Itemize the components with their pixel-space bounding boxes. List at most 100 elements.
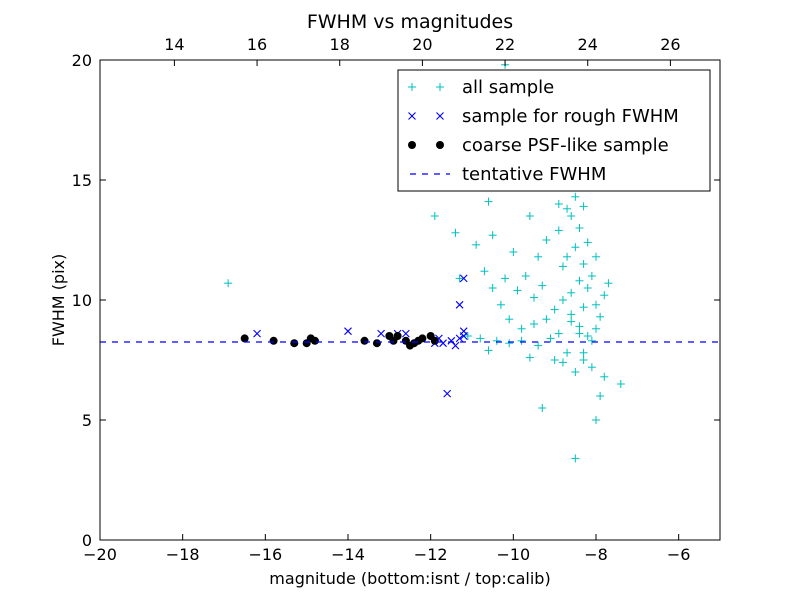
all-sample-point: [579, 348, 588, 357]
all-sample-point: [596, 392, 605, 400]
all-sample-point: [513, 286, 522, 295]
all-sample-point: [583, 332, 592, 340]
rough-fwhm-point: [253, 329, 261, 338]
all-sample-point: [575, 322, 584, 331]
legend-swatch: [436, 112, 444, 120]
legend-item: sample for rough FWHM: [408, 106, 679, 127]
all-sample-point: [575, 276, 584, 285]
all-sample-point: [563, 204, 572, 213]
all-sample-point: [600, 372, 609, 381]
x-tick-label: −14: [331, 545, 365, 564]
legend-label: sample for rough FWHM: [462, 106, 679, 127]
all-sample-point: [596, 312, 605, 321]
top-x-tick-label: 26: [660, 35, 680, 54]
psf-like-point: [269, 336, 278, 345]
all-sample-point: [484, 346, 493, 355]
all-sample-point: [492, 336, 501, 345]
all-sample-point: [538, 281, 547, 290]
rough-fwhm-point-b: [459, 274, 468, 283]
all-sample-point: [592, 324, 600, 333]
y-tick-label: 20: [72, 51, 92, 70]
legend-label: tentative FWHM: [462, 164, 606, 185]
legend-swatch: [408, 112, 416, 120]
legend-swatch: [436, 83, 444, 91]
y-tick-label: 10: [72, 291, 92, 310]
all-sample-point: [583, 284, 592, 292]
psf-like-point: [430, 336, 439, 345]
all-sample-point: [592, 252, 600, 261]
chart-title: FWHM vs magnitudes: [307, 11, 513, 33]
all-sample-point: [525, 353, 534, 362]
all-sample-point: [488, 284, 497, 292]
top-x-tick-label: 16: [247, 35, 267, 54]
all-sample-point: [587, 336, 596, 345]
legend-item: tentative FWHM: [410, 164, 606, 185]
all-sample-point: [587, 363, 596, 372]
all-sample-point: [558, 262, 567, 271]
all-sample-point: [554, 226, 563, 235]
rough-fwhm-point-b: [451, 341, 460, 350]
y-tick-label: 15: [72, 171, 92, 190]
legend: all sample sample for rough FWHM coarse PS…: [397, 69, 711, 192]
rough-fwhm-point-b: [447, 336, 456, 345]
all-sample-point: [505, 315, 514, 324]
psf-like-point: [372, 339, 381, 348]
x-tick-label: −12: [414, 545, 448, 564]
legend-swatch-b: [436, 112, 444, 120]
x-tick-label: −18: [166, 545, 200, 564]
all-sample-point: [579, 356, 588, 364]
y-tick-label: 0: [82, 531, 92, 550]
rough-fwhm-point: [451, 341, 460, 350]
legend-swatch: [436, 141, 444, 149]
x-tick-label: −6: [667, 545, 691, 564]
rough-fwhm-point: [459, 274, 468, 283]
rough-fwhm-point-b: [401, 329, 410, 338]
all-sample-point: [484, 197, 493, 206]
all-sample-point: [575, 224, 584, 232]
legend-label: all sample: [462, 77, 554, 98]
all-sample-point: [480, 267, 489, 276]
psf-like-point: [240, 334, 249, 343]
x-axis-label: magnitude (bottom:isnt / top:calib): [269, 569, 550, 588]
rough-fwhm-point-b: [459, 332, 468, 340]
top-x-tick-label: 24: [578, 35, 598, 54]
rough-fwhm-point-b: [443, 389, 452, 398]
all-sample-point: [550, 356, 559, 364]
all-sample-point: [546, 334, 555, 343]
all-sample-point: [538, 404, 547, 412]
all-sample-point: [530, 320, 538, 328]
all-sample-point: [224, 279, 233, 288]
all-sample-point: [542, 236, 551, 244]
rough-fwhm-point-b: [253, 329, 261, 338]
all-sample-point: [430, 212, 439, 220]
all-sample-point: [542, 315, 551, 324]
all-sample-point: [567, 288, 576, 297]
all-sample-point: [579, 260, 588, 268]
rough-fwhm-point: [459, 332, 468, 340]
psf-like-point: [310, 336, 319, 345]
all-sample-point: [571, 368, 580, 376]
all-sample-point: [530, 293, 538, 302]
x-tick-label: −16: [248, 545, 282, 564]
all-sample-point: [604, 279, 613, 288]
all-sample-point: [550, 305, 559, 314]
all-sample-point: [583, 238, 592, 247]
rough-fwhm-point-b: [344, 327, 352, 336]
legend-swatch-b: [408, 112, 416, 120]
all-sample-point: [534, 341, 543, 350]
rough-fwhm-point-b: [439, 339, 447, 348]
all-sample-point: [521, 272, 530, 280]
all-sample-point: [558, 296, 567, 304]
legend-item: all sample: [408, 77, 554, 98]
all-sample-point: [501, 274, 510, 283]
psf-like-point: [360, 336, 369, 345]
all-sample-point: [488, 231, 497, 240]
x-tick-label: −10: [496, 545, 530, 564]
all-sample-point: [571, 454, 580, 463]
all-sample-point: [525, 212, 534, 220]
all-sample-point: [600, 291, 609, 300]
legend-swatch: [408, 141, 416, 149]
all-sample-point: [579, 202, 588, 211]
rough-fwhm-point-b: [377, 329, 385, 338]
